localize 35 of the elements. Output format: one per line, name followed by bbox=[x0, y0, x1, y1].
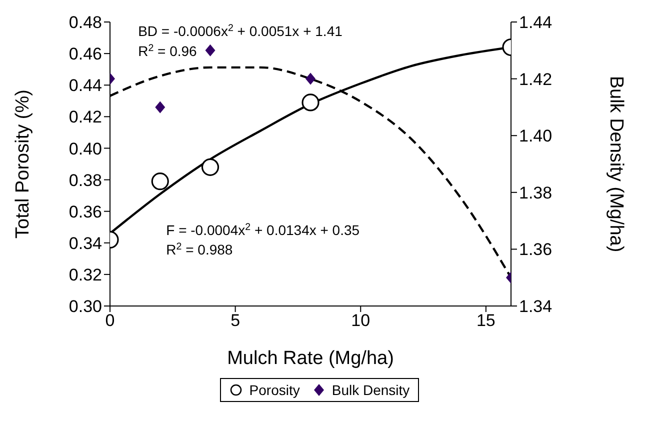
point bbox=[201, 158, 220, 176]
y2-axis-title: Bulk Density (Mg/ha) bbox=[605, 76, 626, 252]
annotation: R$^{2}$ = 0.988 bbox=[166, 241, 233, 258]
x-tick-label: 5 bbox=[230, 311, 240, 330]
y-tick-label: 0.48 bbox=[68, 13, 102, 32]
y2-tick-label: 1.44 bbox=[519, 13, 552, 32]
y-tick-label: 0.46 bbox=[68, 44, 102, 64]
legend-label: Bulk Density bbox=[332, 382, 410, 398]
y2-tick-label: 1.34 bbox=[519, 297, 552, 316]
y2-tick-label: 1.36 bbox=[519, 240, 552, 260]
point bbox=[302, 94, 320, 112]
y-tick-label: 0.44 bbox=[68, 76, 102, 96]
y-tick-label: 0.38 bbox=[68, 170, 102, 190]
x-axis-title: Mulch Rate (Mg/ha) bbox=[227, 348, 394, 369]
y-tick-label: 0.42 bbox=[68, 108, 102, 127]
y2-tick-label: 1.42 bbox=[519, 70, 552, 89]
y-tick-label: 0.32 bbox=[68, 265, 102, 284]
annotation: R$^{2}$ = 0.96 bbox=[138, 42, 198, 59]
y2-tick-label: 1.38 bbox=[519, 183, 552, 202]
x-tick-label: 0 bbox=[105, 311, 115, 330]
y-axis-title: Total Porosity (%) bbox=[12, 90, 34, 238]
y2-tick-label: 1.40 bbox=[519, 126, 552, 146]
point bbox=[151, 172, 169, 190]
x-tick-label: 15 bbox=[476, 311, 496, 330]
x-tick-label: 10 bbox=[351, 311, 370, 330]
legend-label: Porosity bbox=[249, 382, 300, 398]
point bbox=[205, 44, 216, 56]
annotation: F = -0.0004x$^{2}$ + 0.0134x + 0.35 bbox=[166, 221, 360, 238]
y-tick-label: 0.34 bbox=[68, 234, 102, 253]
y-tick-label: 0.36 bbox=[68, 202, 102, 222]
y-tick-label: 0.30 bbox=[68, 297, 102, 316]
point bbox=[155, 101, 166, 114]
point bbox=[306, 72, 316, 85]
annotation: BD = -0.0006x$^{2}$ + 0.0051x + 1.41 bbox=[138, 22, 343, 39]
y-tick-label: 0.40 bbox=[68, 139, 102, 158]
